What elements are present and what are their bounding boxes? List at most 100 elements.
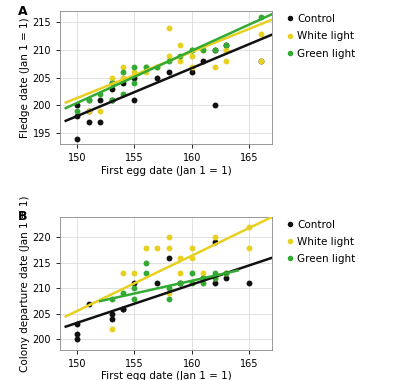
Point <box>223 41 229 48</box>
Point <box>131 97 138 103</box>
Point <box>108 296 115 302</box>
Point <box>131 69 138 75</box>
Point <box>166 290 172 296</box>
Point <box>74 108 80 114</box>
Point <box>212 270 218 276</box>
Point <box>120 91 126 97</box>
Point <box>200 275 206 281</box>
Point <box>86 119 92 125</box>
Point <box>120 306 126 312</box>
Point <box>108 316 115 322</box>
Point <box>74 321 80 327</box>
Point <box>177 58 184 64</box>
Point <box>188 280 195 286</box>
Point <box>177 280 184 286</box>
Point <box>154 63 161 70</box>
Legend: Control, White light, Green light: Control, White light, Green light <box>286 220 355 264</box>
Point <box>166 58 172 64</box>
Point <box>108 97 115 103</box>
Point <box>131 280 138 286</box>
Point <box>97 108 103 114</box>
Point <box>212 275 218 281</box>
Point <box>131 270 138 276</box>
Point <box>177 270 184 276</box>
X-axis label: First egg date (Jan 1 = 1): First egg date (Jan 1 = 1) <box>101 166 231 176</box>
Point <box>154 280 161 286</box>
Point <box>143 63 149 70</box>
Point <box>131 75 138 81</box>
Point <box>177 255 184 261</box>
Point <box>188 270 195 276</box>
Text: B: B <box>18 211 27 223</box>
Point <box>166 234 172 241</box>
Point <box>212 234 218 241</box>
Point <box>166 245 172 251</box>
Point <box>131 285 138 291</box>
Point <box>131 80 138 86</box>
Point <box>74 102 80 108</box>
Point <box>257 14 264 20</box>
Point <box>108 80 115 86</box>
Point <box>212 239 218 245</box>
Point <box>120 270 126 276</box>
Point <box>223 47 229 53</box>
Point <box>166 52 172 59</box>
Point <box>188 69 195 75</box>
Point <box>74 331 80 337</box>
Point <box>188 47 195 53</box>
Point <box>74 113 80 119</box>
Point <box>223 58 229 64</box>
Point <box>120 75 126 81</box>
Point <box>188 255 195 261</box>
Point <box>212 47 218 53</box>
Point <box>143 245 149 251</box>
Point <box>131 296 138 302</box>
Point <box>212 280 218 286</box>
Point <box>143 260 149 266</box>
Point <box>108 97 115 103</box>
Point <box>143 63 149 70</box>
Point <box>166 255 172 261</box>
Point <box>200 270 206 276</box>
Legend: Control, White light, Green light: Control, White light, Green light <box>286 14 355 59</box>
Point <box>86 108 92 114</box>
Point <box>143 69 149 75</box>
Point <box>108 80 115 86</box>
Point <box>97 119 103 125</box>
Point <box>86 97 92 103</box>
Point <box>212 63 218 70</box>
Point <box>177 41 184 48</box>
Point <box>257 58 264 64</box>
X-axis label: First egg date (Jan 1 = 1): First egg date (Jan 1 = 1) <box>101 371 231 380</box>
Point <box>120 63 126 70</box>
Point <box>246 280 252 286</box>
Point <box>154 63 161 70</box>
Point <box>166 25 172 31</box>
Point <box>86 108 92 114</box>
Y-axis label: Fledge date (Jan 1 = 1): Fledge date (Jan 1 = 1) <box>20 17 30 138</box>
Point <box>86 301 92 307</box>
Point <box>166 296 172 302</box>
Point <box>200 280 206 286</box>
Point <box>200 47 206 53</box>
Point <box>120 306 126 312</box>
Point <box>223 270 229 276</box>
Point <box>166 69 172 75</box>
Point <box>97 97 103 103</box>
Point <box>212 275 218 281</box>
Point <box>200 275 206 281</box>
Point <box>108 326 115 332</box>
Point <box>223 41 229 48</box>
Point <box>223 270 229 276</box>
Point <box>177 280 184 286</box>
Point <box>200 58 206 64</box>
Point <box>131 63 138 70</box>
Point <box>108 75 115 81</box>
Point <box>212 102 218 108</box>
Point <box>257 30 264 36</box>
Point <box>188 63 195 70</box>
Point <box>188 52 195 59</box>
Y-axis label: Colony departure date (Jan 1 = 1): Colony departure date (Jan 1 = 1) <box>20 195 30 372</box>
Text: A: A <box>18 5 27 18</box>
Point <box>97 91 103 97</box>
